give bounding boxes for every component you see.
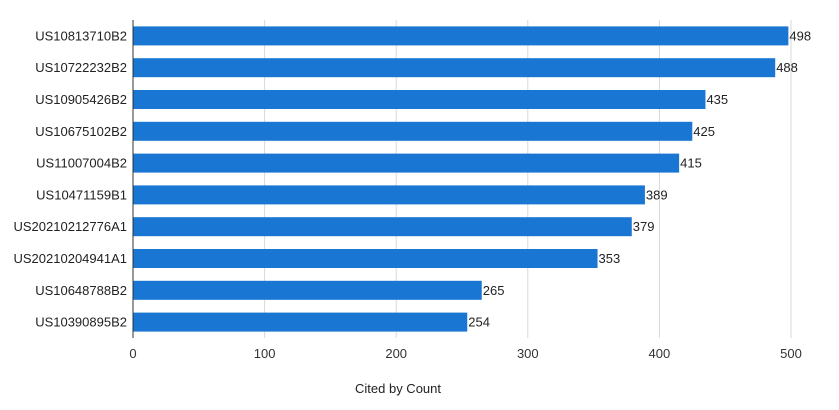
category-label: US10390895B2: [35, 315, 127, 330]
value-label: 265: [483, 283, 505, 298]
category-label: US20210212776A1: [14, 219, 128, 234]
category-label: US10675102B2: [35, 124, 127, 139]
value-label: 254: [468, 315, 490, 330]
x-tick-label: 400: [649, 346, 671, 361]
category-label: US10722232B2: [35, 60, 127, 75]
category-label: US10905426B2: [35, 92, 127, 107]
x-tick-label: 100: [254, 346, 276, 361]
x-tick-label: 500: [780, 346, 802, 361]
bars: 498 488 435 425 415 389 379 353 265 254: [133, 26, 811, 332]
category-label: US10648788B2: [35, 283, 127, 298]
value-label: 435: [706, 92, 728, 107]
value-label: 498: [789, 28, 811, 43]
category-label: US20210204941A1: [14, 251, 128, 266]
value-label: 488: [776, 60, 798, 75]
x-tick-label: 0: [129, 346, 136, 361]
bar-US10471159B1: [133, 185, 645, 205]
value-label: 389: [646, 187, 668, 202]
x-tick-label: 200: [385, 346, 407, 361]
bar-US20210204941A1: [133, 249, 598, 268]
value-label: 379: [633, 219, 655, 234]
bar-US10813710B2: [133, 26, 789, 46]
axes: US10813710B2 US10722232B2 US10905426B2 US10…: [14, 20, 802, 361]
bar-US20210212776A1: [133, 217, 632, 237]
bar-US10675102B2: [133, 121, 693, 141]
category-label: US10813710B2: [35, 28, 127, 43]
bar-US10390895B2: [133, 312, 468, 332]
bar-US10648788B2: [133, 280, 482, 300]
value-label: 415: [680, 156, 702, 171]
x-axis-title: Cited by Count: [355, 381, 441, 396]
x-tick-label: 300: [517, 346, 539, 361]
bar-US11007004B2: [133, 153, 680, 173]
category-label: US10471159B1: [36, 187, 127, 202]
bar-US10722232B2: [133, 58, 776, 78]
bar-US10905426B2: [133, 90, 706, 109]
value-label: 353: [599, 251, 621, 266]
value-label: 425: [693, 124, 715, 139]
category-label: US11007004B2: [36, 156, 127, 171]
